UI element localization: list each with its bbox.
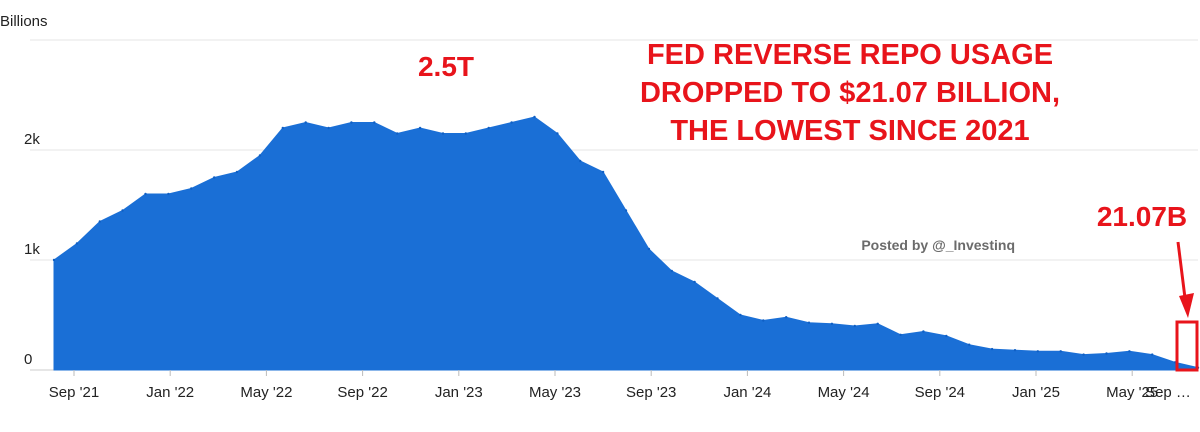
data-point xyxy=(647,247,651,251)
x-tick-label: May '25 xyxy=(1106,384,1158,401)
data-point xyxy=(418,126,422,130)
y-axis-ticks: 0 1k 2k xyxy=(24,131,40,368)
data-point xyxy=(258,154,262,157)
last-value-annotation: 21.07B xyxy=(1097,201,1187,232)
data-point xyxy=(785,316,788,319)
x-tick-label: Sep '23 xyxy=(626,384,676,401)
data-point xyxy=(327,126,330,130)
data-point xyxy=(601,170,605,174)
data-point xyxy=(830,322,834,325)
highlight-box xyxy=(1175,320,1199,372)
x-tick-label: Jan '25 xyxy=(1012,384,1060,401)
repo-area-series xyxy=(52,115,1200,371)
data-point xyxy=(167,192,170,196)
data-point xyxy=(281,126,284,130)
data-point xyxy=(693,280,696,284)
data-point xyxy=(899,333,902,336)
y-tick-label: 1k xyxy=(24,241,40,258)
data-point xyxy=(739,313,742,317)
data-point xyxy=(510,121,513,124)
headline-line-1: FED REVERSE REPO USAGE xyxy=(647,39,1053,71)
data-point xyxy=(373,121,376,124)
x-tick-label: Sep … xyxy=(1145,384,1191,401)
data-point xyxy=(1059,350,1062,353)
data-point xyxy=(75,242,79,245)
data-point xyxy=(533,115,536,119)
x-tick-label: Sep '21 xyxy=(49,384,99,401)
data-point xyxy=(762,319,765,322)
data-point xyxy=(487,126,490,130)
data-point xyxy=(464,132,467,135)
data-point xyxy=(624,209,628,212)
data-point xyxy=(945,334,948,338)
x-tick-label: May '23 xyxy=(529,384,581,401)
data-point xyxy=(556,132,559,135)
credit-watermark: Posted by @_Investinq xyxy=(861,237,1015,253)
data-point xyxy=(190,187,193,190)
data-point xyxy=(1013,349,1017,352)
y-tick-label: 2k xyxy=(24,131,40,148)
data-point xyxy=(213,176,216,179)
x-tick-label: Jan '22 xyxy=(146,384,194,401)
data-point xyxy=(579,159,582,163)
data-point xyxy=(807,321,811,324)
data-point xyxy=(1105,352,1108,355)
data-point xyxy=(922,330,925,333)
x-tick-label: May '22 xyxy=(240,384,292,401)
headline-line-3: THE LOWEST SINCE 2021 xyxy=(670,115,1029,147)
x-axis-ticks: Sep '21 Jan '22 May '22 Sep '22 Jan '23 May '… xyxy=(49,370,1191,401)
x-tick-label: Sep '22 xyxy=(337,384,387,401)
data-point xyxy=(853,324,856,328)
data-point xyxy=(876,322,879,325)
data-point xyxy=(396,132,399,135)
data-point xyxy=(121,209,124,212)
data-point xyxy=(670,269,673,273)
annotation-arrow-head xyxy=(1179,293,1194,318)
data-point xyxy=(304,121,307,124)
data-point xyxy=(350,121,353,124)
x-tick-label: May '24 xyxy=(818,384,870,401)
y-axis-label: Billions xyxy=(0,13,48,30)
x-tick-label: Jan '24 xyxy=(723,384,771,401)
data-point xyxy=(716,297,719,300)
x-tick-label: Sep '24 xyxy=(915,384,965,401)
data-point xyxy=(990,347,994,351)
headline-line-2: DROPPED TO $21.07 BILLION, xyxy=(640,77,1060,109)
data-point xyxy=(1128,350,1131,353)
data-point xyxy=(98,220,102,223)
data-point xyxy=(968,343,971,346)
x-tick-label: Jan '23 xyxy=(435,384,483,401)
peak-annotation: 2.5T xyxy=(418,51,474,82)
data-point xyxy=(1082,353,1085,356)
data-point xyxy=(1151,353,1154,356)
y-tick-label: 0 xyxy=(24,351,32,368)
data-point xyxy=(144,192,147,196)
data-point xyxy=(52,258,56,262)
data-point xyxy=(1036,350,1040,353)
repo-area xyxy=(53,116,1199,371)
data-point xyxy=(441,132,445,135)
data-point xyxy=(235,170,239,174)
